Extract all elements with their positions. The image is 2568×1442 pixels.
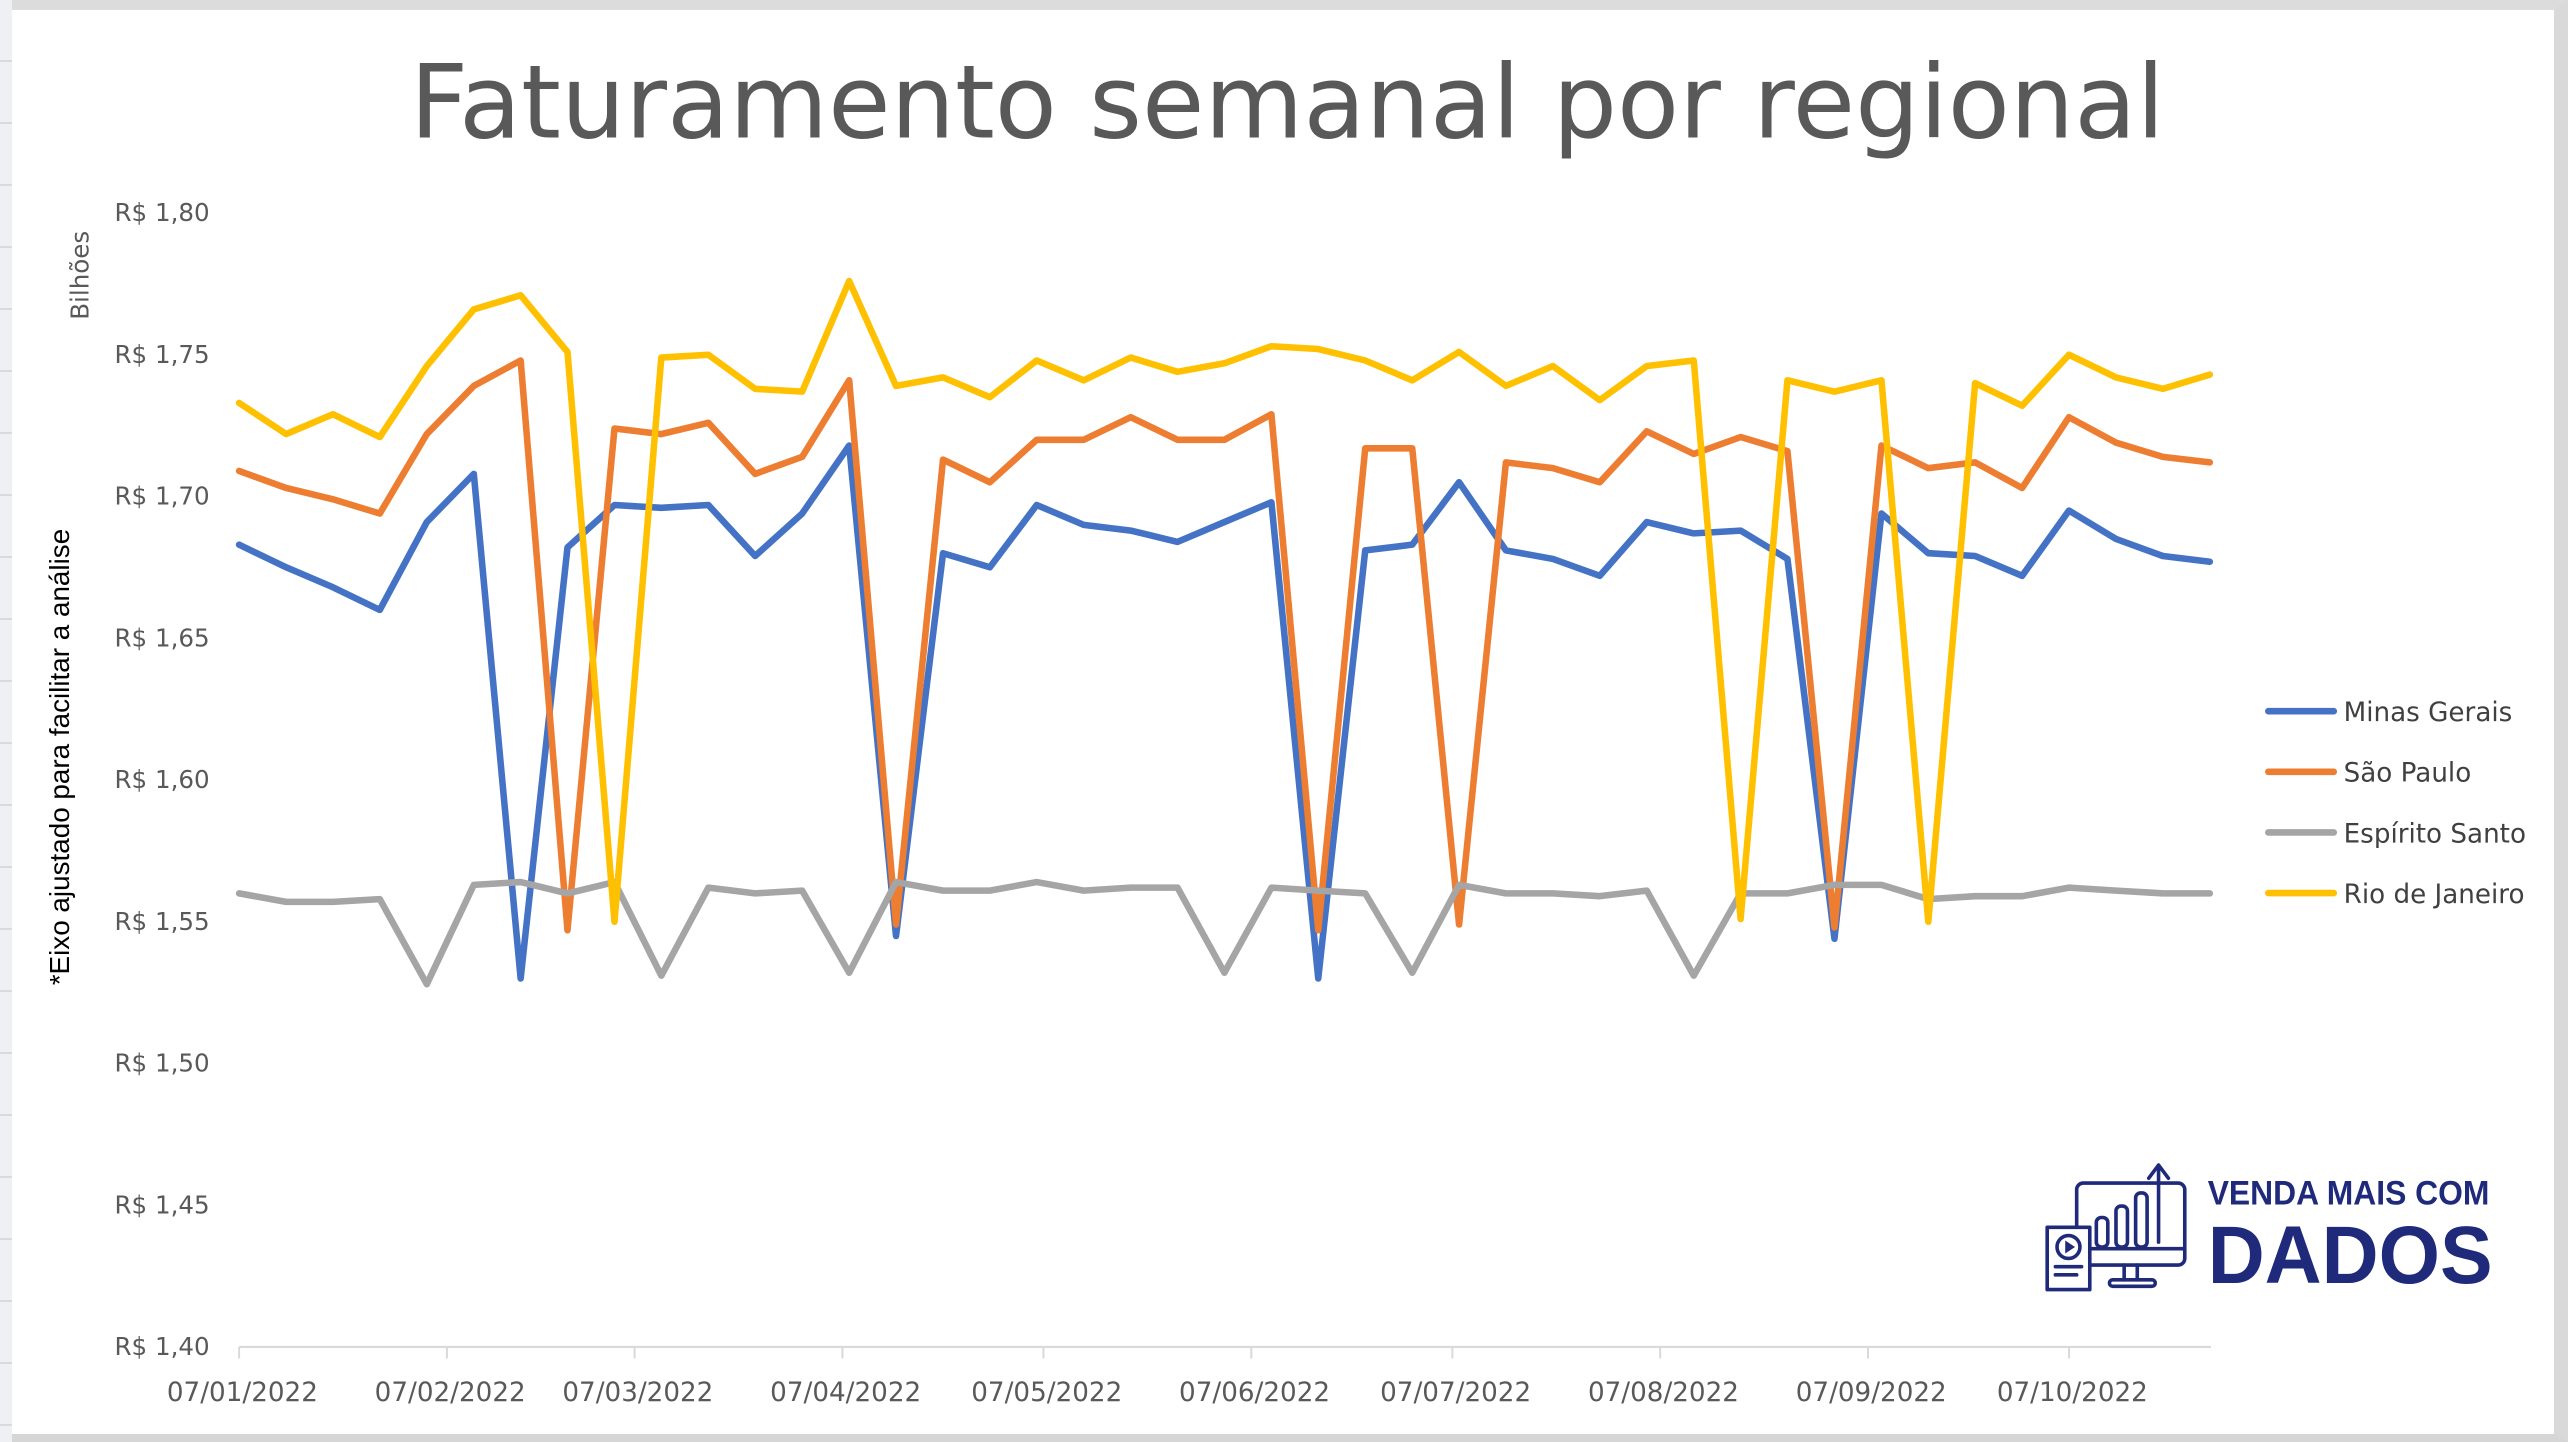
- series-minas-gerais: [235, 442, 2214, 982]
- x-tick-label: 07/05/2022: [971, 1378, 1122, 1408]
- series-rio-de-janeiro: [235, 277, 2214, 926]
- x-tick-label: 07/07/2022: [1380, 1378, 1531, 1408]
- x-tick-label: 07/01/2022: [167, 1378, 318, 1408]
- legend-label: São Paulo: [2344, 759, 2472, 789]
- x-tick-label: 07/03/2022: [562, 1378, 713, 1408]
- y-tick-label: R$ 1,50: [114, 1049, 209, 1078]
- y-tick-label: R$ 1,55: [114, 907, 209, 936]
- x-axis: 07/01/2022 07/02/2022 07/03/2022 07/04/2022…: [167, 1345, 2211, 1408]
- x-tick-label: 07/08/2022: [1588, 1378, 1739, 1408]
- x-tick-label: 07/02/2022: [375, 1378, 526, 1408]
- series-sao-paulo: [235, 357, 2214, 934]
- y-tick-label: R$ 1,80: [114, 198, 209, 227]
- y-tick-label: R$ 1,65: [114, 623, 209, 652]
- brand-logo: VENDA MAIS COM DADOS: [2045, 1163, 2493, 1301]
- y-tick-label: R$ 1,40: [114, 1332, 209, 1361]
- y-axis-note: *Eixo ajustado para facilitar a análise: [44, 529, 75, 985]
- logo-tagline: VENDA MAIS COM: [2208, 1174, 2490, 1212]
- series-lines: [235, 277, 2214, 988]
- y-unit-label: Bilhões: [65, 231, 94, 320]
- y-tick-label: R$ 1,70: [114, 482, 209, 511]
- y-axis-ticks: R$ 1,80 R$ 1,75 R$ 1,70 R$ 1,65 R$ 1,60 R$ 1,…: [114, 198, 209, 1361]
- logo-wordmark: DADOS: [2208, 1210, 2493, 1301]
- spreadsheet-row-strip: [0, 0, 12, 1442]
- x-tick-label: 07/06/2022: [1179, 1378, 1330, 1408]
- y-tick-label: R$ 1,45: [114, 1190, 209, 1219]
- series-espirito-santo: [235, 878, 2214, 988]
- legend-label: Rio de Janeiro: [2344, 880, 2525, 910]
- x-tick-label: 07/04/2022: [770, 1378, 921, 1408]
- legend: Minas Gerais São Paulo Espírito Santo Rio d…: [2265, 698, 2526, 910]
- y-tick-label: R$ 1,75: [114, 340, 209, 369]
- legend-label: Minas Gerais: [2344, 698, 2513, 728]
- dashboard-monitor-icon: [2045, 1163, 2187, 1292]
- chart-title: Faturamento semanal por regional: [410, 44, 2165, 162]
- x-tick-label: 07/09/2022: [1796, 1378, 1947, 1408]
- legend-label: Espírito Santo: [2344, 819, 2526, 849]
- x-tick-label: 07/10/2022: [1997, 1378, 2148, 1408]
- y-tick-label: R$ 1,60: [114, 765, 209, 794]
